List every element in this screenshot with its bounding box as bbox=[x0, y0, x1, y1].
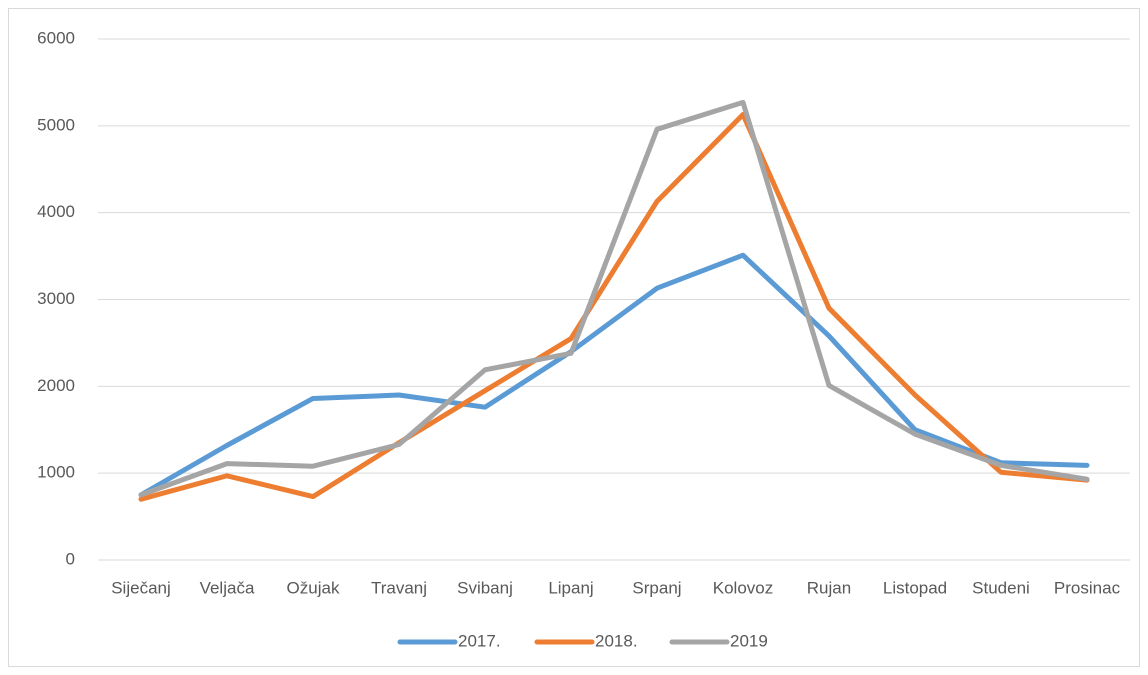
y-tick-label: 2000 bbox=[37, 376, 75, 395]
x-tick-label: Listopad bbox=[883, 578, 947, 597]
x-tick-label: Svibanj bbox=[457, 578, 513, 597]
x-tick-label: Kolovoz bbox=[713, 578, 773, 597]
legend-label: 2018. bbox=[595, 631, 638, 650]
x-tick-label: Rujan bbox=[807, 578, 851, 597]
legend-label: 2017. bbox=[458, 631, 501, 650]
y-tick-label: 6000 bbox=[37, 28, 75, 47]
y-tick-label: 5000 bbox=[37, 115, 75, 134]
x-tick-label: Studeni bbox=[972, 578, 1030, 597]
series-line bbox=[138, 112, 1090, 502]
series-line bbox=[138, 252, 1090, 498]
y-tick-label: 1000 bbox=[37, 463, 75, 482]
x-tick-label: Travanj bbox=[371, 578, 427, 597]
series-line bbox=[138, 99, 1090, 498]
x-tick-label: Lipanj bbox=[548, 578, 593, 597]
x-tick-label: Veljača bbox=[200, 578, 255, 597]
x-tick-label: Siječanj bbox=[111, 578, 171, 597]
x-tick-label: Prosinac bbox=[1054, 578, 1121, 597]
x-tick-label: Srpanj bbox=[632, 578, 681, 597]
y-tick-label: 3000 bbox=[37, 289, 75, 308]
legend-label: 2019 bbox=[730, 631, 768, 650]
x-tick-label: Ožujak bbox=[287, 578, 340, 597]
y-tick-label: 0 bbox=[66, 549, 75, 568]
y-tick-label: 4000 bbox=[37, 202, 75, 221]
